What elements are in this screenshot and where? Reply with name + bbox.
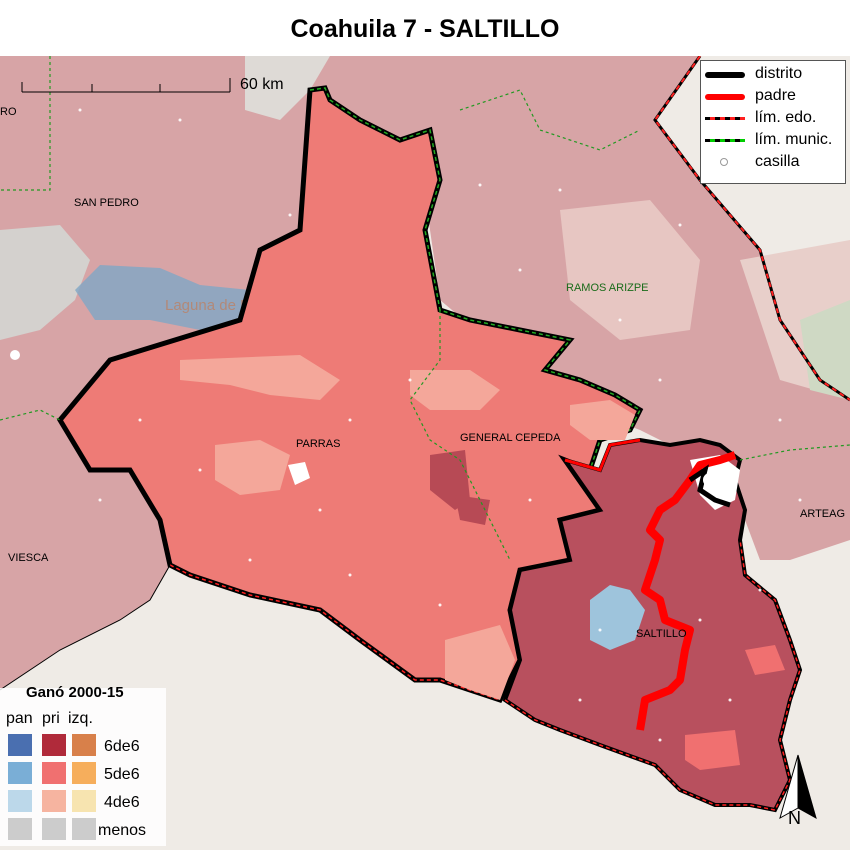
won-swatch-pan-5de6 (8, 762, 32, 784)
won-swatch-izq-6de6 (72, 734, 96, 756)
munic-border-1 (0, 56, 51, 191)
munic-border-5 (0, 409, 61, 421)
legend-label: lím. munic. (755, 131, 833, 148)
place-san-pedro: SAN PEDRO (74, 197, 139, 209)
munic-border-2 (409, 310, 511, 561)
scale-label: 60 km (240, 76, 284, 93)
won-row-label-menos: menos (98, 822, 147, 839)
map-legend: distrito padre lím. edo. lím. munic. cas… (700, 60, 846, 184)
won-legend-title: Ganó 2000-15 (26, 684, 124, 701)
place-saltillo: SALTILLO (636, 628, 687, 640)
won-row-label-5de6: 5de6 (104, 766, 140, 783)
won-swatch-izq-menos (72, 818, 96, 840)
section-dark-1 (430, 450, 470, 510)
legend-item-distrito: distrito (701, 63, 847, 85)
munic-border-4 (739, 444, 850, 461)
padre-saltillo-west (564, 438, 641, 472)
state-border-east-red (653, 56, 850, 401)
section-light-3 (445, 625, 515, 700)
section-light-5 (570, 400, 635, 440)
north-label: N (788, 808, 801, 828)
place-viesca: VIESCA (8, 552, 49, 564)
munic-border-icon (705, 139, 745, 142)
section-light-1 (180, 355, 340, 400)
won-swatch-izq-5de6 (72, 762, 96, 784)
munic-border-3 (459, 89, 641, 151)
won-swatch-pri-5de6 (42, 762, 66, 784)
scale-bar (21, 78, 231, 93)
legend-item-padre: padre (701, 85, 847, 107)
map-title: Coahuila 7 - SALTILLO (290, 15, 560, 43)
saltillo-light-section (685, 730, 740, 770)
legend-item-lim-munic: lím. munic. (701, 129, 847, 151)
won-row-label-6de6: 6de6 (104, 738, 140, 755)
gray-patch-west (0, 225, 90, 340)
light-patch-ramos (560, 200, 700, 340)
legend-item-casilla: casilla (701, 151, 847, 173)
casilla-circle-icon (720, 158, 728, 166)
won-col-pan: pan (6, 710, 33, 727)
state-border-south (0, 564, 171, 691)
legend-label: casilla (755, 153, 800, 170)
green-patch-east (800, 300, 850, 400)
section-light-2 (215, 440, 290, 495)
legend-label: distrito (755, 65, 803, 82)
district-border-red (169, 564, 501, 701)
state-border-icon (705, 117, 745, 120)
map-canvas[interactable]: Laguna de Mayrán (0, 56, 850, 850)
place-parras: PARRAS (296, 438, 340, 450)
place-ramos-arizpe: RAMOS ARIZPE (566, 282, 649, 294)
won-row-label-4de6: 4de6 (104, 794, 140, 811)
place-ro: RO (0, 106, 17, 118)
gray-patch-north (245, 56, 330, 120)
distrito-line-icon (705, 72, 745, 78)
padre-line-icon (705, 94, 745, 100)
section-light-4 (410, 370, 500, 410)
won-swatch-pan-4de6 (8, 790, 32, 812)
won-swatch-pri-menos (42, 818, 66, 840)
won-swatch-izq-4de6 (72, 790, 96, 812)
casilla-points (78, 108, 802, 742)
place-arteaga: ARTEAG (800, 508, 845, 520)
legend-label: padre (755, 87, 796, 104)
north-arrow-icon (779, 754, 817, 820)
legend-label: lím. edo. (755, 109, 817, 126)
place-general-cepeda: GENERAL CEPEDA (460, 432, 561, 444)
won-swatch-pri-6de6 (42, 734, 66, 756)
district-border-green (309, 87, 641, 471)
won-col-izq: izq. (68, 710, 93, 727)
legend-item-lim-edo: lím. edo. (701, 107, 847, 129)
district-line-north (688, 464, 731, 508)
saltillo-light-section-2 (745, 645, 785, 675)
won-col-pri: pri (42, 710, 60, 727)
won-swatch-pri-4de6 (42, 790, 66, 812)
won-swatch-pan-menos (8, 818, 32, 840)
urban-clusters (10, 350, 717, 487)
saltillo-border-red (504, 539, 801, 811)
saltillo-lake (590, 585, 645, 650)
won-swatch-pan-6de6 (8, 734, 32, 756)
